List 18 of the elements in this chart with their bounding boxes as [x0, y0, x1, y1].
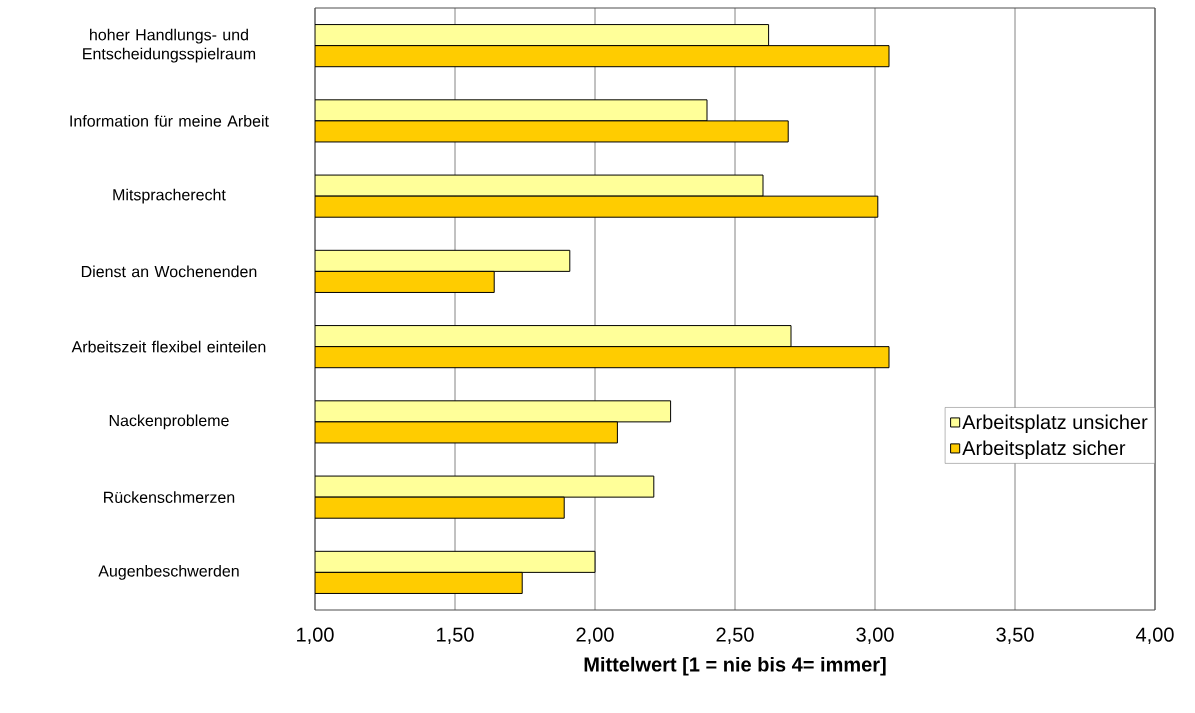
x-tick-label: 2,00: [576, 627, 614, 645]
y-tick-label: Mitspracherecht: [113, 188, 226, 204]
y-tick-label: Dienst an Wochenenden: [81, 265, 257, 278]
y-tick-label: Rückenschmerzen: [104, 491, 235, 504]
legend-label: Arbeitsplatz sicher: [962, 440, 1126, 460]
y-tick-label: Information für meine Arbeit: [70, 115, 269, 127]
x-tick-label: 1,50: [437, 627, 474, 645]
y-tick-label: hoher Handlungs- und Entscheidungsspielraum: [83, 28, 256, 63]
y-tick-label: Augenbeschwerden: [98, 564, 239, 580]
legend-label: Arbeitsplatz unsicher: [962, 414, 1148, 434]
x-tick-label: 3,50: [996, 627, 1034, 645]
y-tick-label: Nackenprobleme: [109, 414, 229, 430]
x-tick-label: 1,00: [297, 627, 334, 645]
x-tick-label: 3,00: [856, 627, 894, 645]
x-tick-label: 2,50: [716, 627, 754, 645]
x-axis-title: Mittelwert [1 = nie bis 4= immer]: [584, 656, 886, 676]
y-tick-label: Arbeitszeit flexibel einteilen: [71, 340, 266, 353]
x-tick-label: 4,00: [1136, 627, 1174, 645]
